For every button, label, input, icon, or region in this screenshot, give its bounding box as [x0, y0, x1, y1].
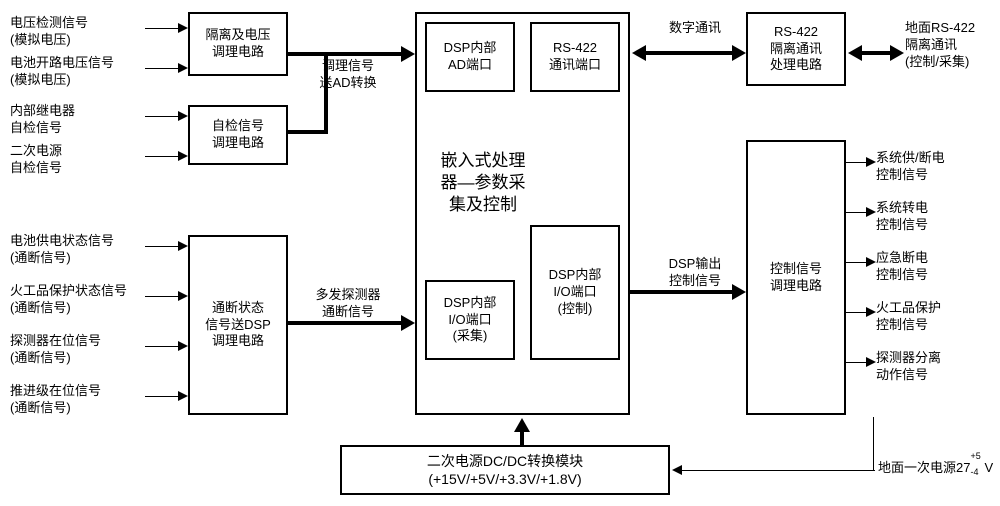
arrow-thin	[846, 212, 868, 213]
arrow-head	[178, 111, 188, 121]
input-detector-pos-label: 探测器在位信号 (通断信号)	[10, 333, 145, 367]
output-detector-sep-label: 探测器分离 动作信号	[876, 350, 996, 384]
output-emerg-ctrl-label: 应急断电 控制信号	[876, 250, 996, 284]
onoff-signal-box: 通断状态 信号送DSP 调理电路	[188, 235, 288, 415]
arrow-thin	[846, 162, 868, 163]
output-ground-rs422-label: 地面RS-422 隔离通讯 (控制/采集)	[905, 20, 995, 71]
arrow-head	[514, 418, 530, 432]
output-power-ctrl-label: 系统供/断电 控制信号	[876, 150, 996, 184]
arrow-head	[672, 465, 682, 475]
input-pyro-state-label: 火工品保护状态信号 (通断信号)	[10, 283, 145, 317]
arrow-head	[866, 357, 876, 367]
ground-power-label: 地面一次电源27+5-4V	[878, 460, 998, 477]
arrow-thick	[288, 130, 328, 134]
ground-power-sub: -4	[970, 467, 978, 479]
arrow-thick	[324, 52, 328, 134]
selftest-signal-box: 自检信号 调理电路	[188, 105, 288, 165]
arrow-head	[866, 307, 876, 317]
arrow-head	[866, 207, 876, 217]
input-relay-selftest-label: 内部继电器 自检信号	[10, 103, 145, 137]
arrow-thick	[644, 51, 734, 55]
arrow-thin	[145, 246, 180, 247]
input-voltage-label: 电压检测信号 (模拟电压)	[10, 15, 145, 49]
arrow-head	[848, 45, 862, 61]
arrow-thin-v-branch	[873, 417, 874, 471]
arrow-thin	[680, 470, 875, 471]
arrow-head	[178, 151, 188, 161]
arrow-head	[178, 241, 188, 251]
arrow-thick	[520, 430, 524, 445]
arrow-thick	[630, 290, 734, 294]
ctrl-signal-box: 控制信号 调理电路	[746, 140, 846, 415]
arrow-label-ad: 调理信号 送AD转换	[293, 58, 403, 92]
arrow-head	[890, 45, 904, 61]
input-battery-open-label: 电池开路电压信号 (模拟电压)	[10, 55, 145, 89]
arrow-head	[178, 391, 188, 401]
ground-power-sup: +5	[970, 451, 980, 463]
arrow-head	[732, 45, 746, 61]
arrow-head	[632, 45, 646, 61]
ground-power-text: 地面一次电源27	[878, 460, 970, 475]
dsp-io-out-box: DSP内部 I/O端口 (控制)	[530, 225, 620, 360]
output-switch-ctrl-label: 系统转电 控制信号	[876, 200, 996, 234]
arrow-thin	[145, 68, 180, 69]
ground-power-v: V	[984, 460, 993, 475]
dsp-io-in-box: DSP内部 I/O端口 (采集)	[425, 280, 515, 360]
output-pyro-ctrl-label: 火工品保护 控制信号	[876, 300, 996, 334]
isolation-voltage-box: 隔离及电压 调理电路	[188, 12, 288, 76]
arrow-thin	[846, 262, 868, 263]
input-propulsion-pos-label: 推进级在位信号 (通断信号)	[10, 383, 145, 417]
input-batt-state-label: 电池供电状态信号 (通断信号)	[10, 233, 145, 267]
arrow-head	[178, 23, 188, 33]
arrow-thin	[145, 296, 180, 297]
arrow-head	[866, 257, 876, 267]
dsp-ad-box: DSP内部 AD端口	[425, 22, 515, 92]
arrow-thin	[145, 396, 180, 397]
arrow-head	[401, 315, 415, 331]
arrow-thick	[288, 52, 403, 56]
arrow-head	[401, 46, 415, 62]
arrow-thin	[846, 362, 868, 363]
dcdc-box: 二次电源DC/DC转换模块 (+15V/+5V/+3.3V/+1.8V)	[340, 445, 670, 495]
arrow-thin	[145, 346, 180, 347]
arrow-head	[178, 63, 188, 73]
input-psu-selftest-label: 二次电源 自检信号	[10, 143, 145, 177]
arrow-thick	[288, 321, 403, 325]
rs422-iso-box: RS-422 隔离通讯 处理电路	[746, 12, 846, 86]
arrow-thin	[145, 28, 180, 29]
arrow-thick	[860, 51, 892, 55]
arrow-head	[178, 341, 188, 351]
arrow-label-digital: 数字通讯	[660, 20, 730, 37]
dsp-outer-label: 嵌入式处理 器—参数采 集及控制	[433, 150, 533, 216]
arrow-thin	[145, 156, 180, 157]
arrow-thin	[145, 116, 180, 117]
dsp-rs422-box: RS-422 通讯端口	[530, 22, 620, 92]
arrow-label-detector: 多发探测器 通断信号	[293, 287, 403, 321]
arrow-thin	[846, 312, 868, 313]
arrow-label-dsp-out: DSP输出 控制信号	[650, 256, 740, 290]
arrow-head	[866, 157, 876, 167]
arrow-head	[178, 291, 188, 301]
